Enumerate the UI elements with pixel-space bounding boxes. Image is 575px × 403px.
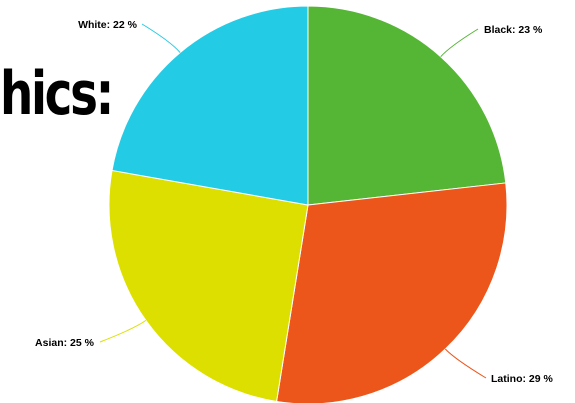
- connector-black: [440, 28, 479, 58]
- slide-heading-fragment: hics:: [0, 59, 114, 129]
- pie-data-labels: Black: 23 % Latino: 29 % Asian: 25 % White:…: [35, 19, 553, 385]
- connector-asian: [99, 319, 147, 343]
- data-label-asian: Asian: 25 %: [35, 337, 95, 349]
- data-label-white: White: 22 %: [78, 19, 138, 31]
- pie-slice-black: [307, 5, 507, 206]
- pie-slices: [108, 5, 508, 403]
- data-label-latino: Latino: 29 %: [491, 373, 554, 385]
- pie-slice-asian: [108, 169, 309, 402]
- connector-latino: [444, 348, 487, 379]
- pie-slice-white: [111, 5, 309, 206]
- connector-white: [141, 23, 181, 53]
- data-label-black: Black: 23 %: [484, 24, 543, 36]
